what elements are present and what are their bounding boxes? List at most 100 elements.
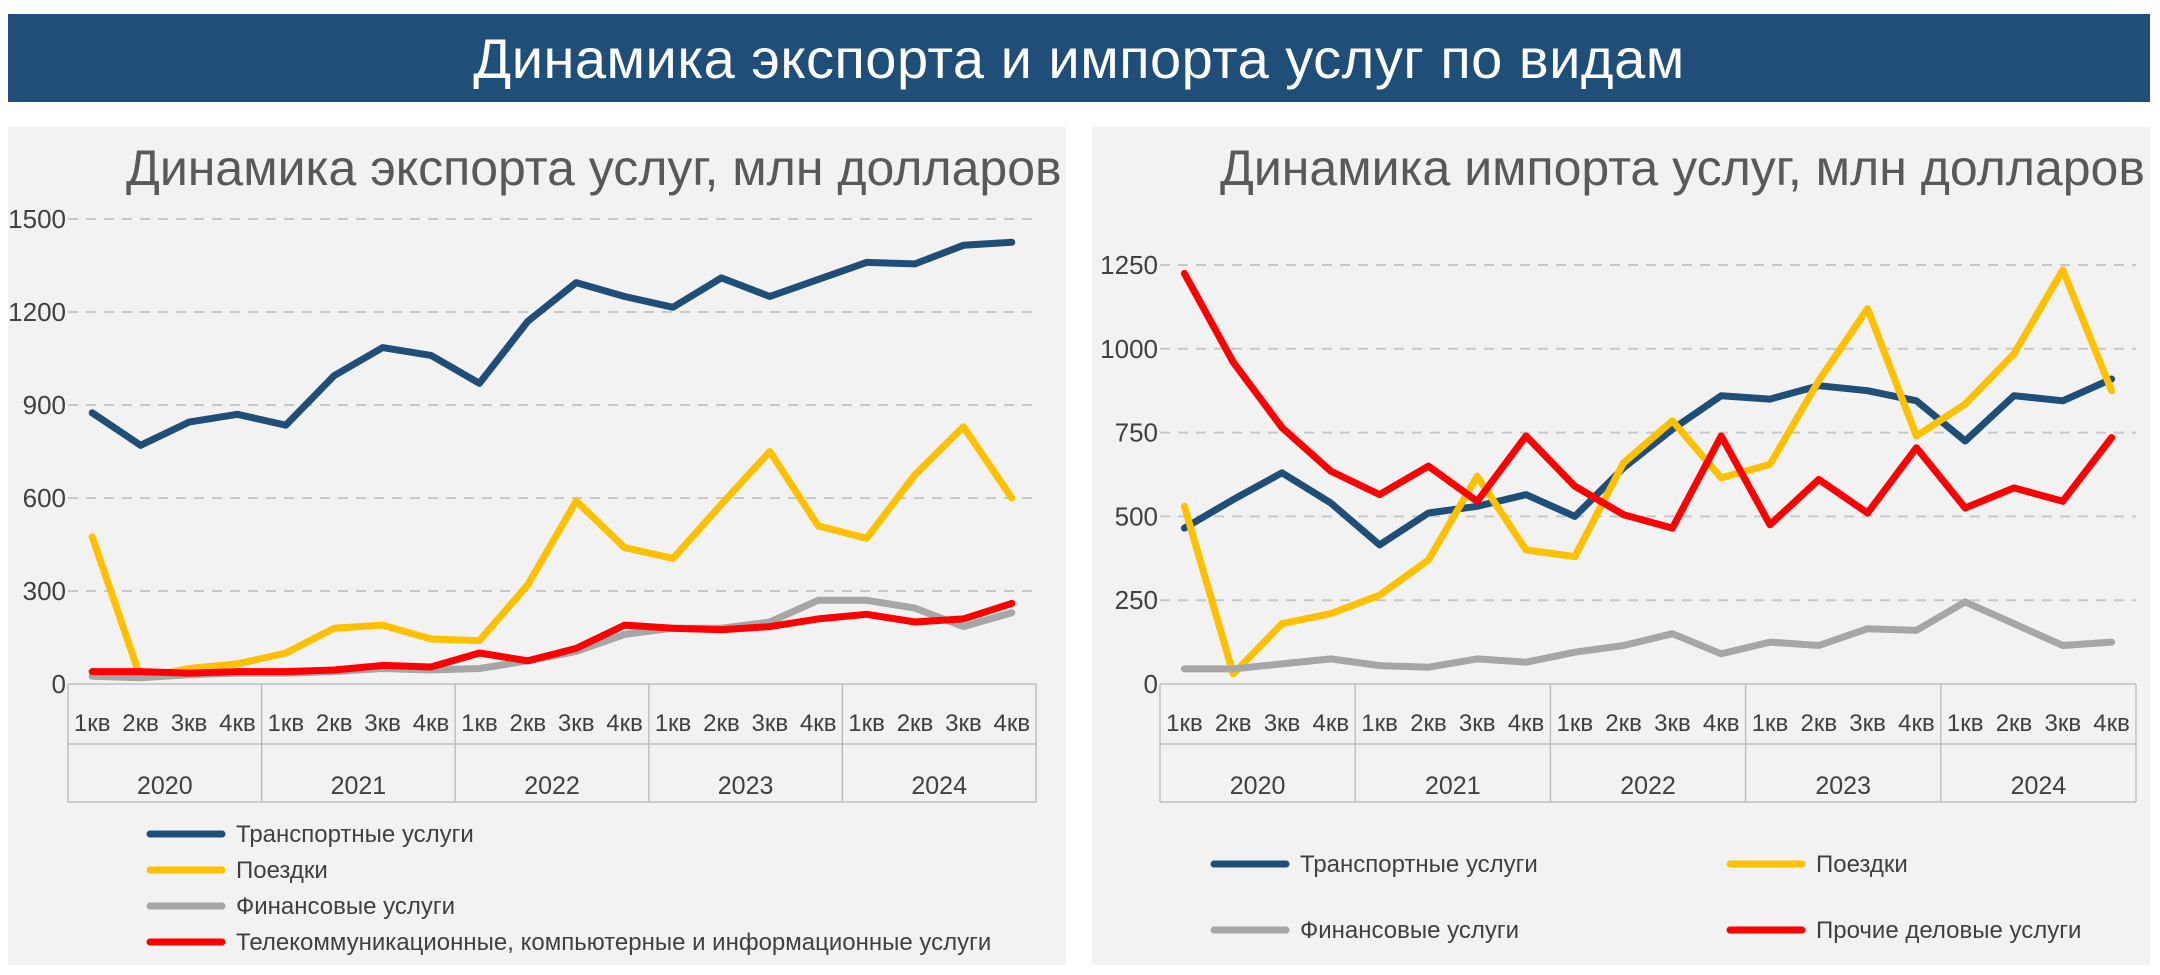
point-series-2 (915, 474, 916, 475)
point-series-3 (2014, 623, 2015, 624)
point-series-1 (1379, 544, 1380, 545)
x-tick-quarter: 1кв (74, 710, 111, 737)
point-series-3 (818, 600, 819, 601)
point-series-4 (189, 673, 190, 674)
point-series-2 (1965, 404, 1966, 405)
line-series-2 (1180, 266, 2116, 678)
point-series-3 (624, 634, 625, 635)
point-series-2 (576, 501, 577, 502)
point-series-1 (1477, 506, 1478, 507)
point-series-1 (673, 307, 674, 308)
point-series-3 (1672, 633, 1673, 634)
x-tick-year: 2024 (911, 772, 967, 800)
point-series-3 (1330, 658, 1331, 659)
point-series-3 (140, 677, 141, 678)
point-series-2 (1233, 673, 1234, 674)
point-series-4 (237, 671, 238, 672)
point-series-4 (624, 625, 625, 626)
point-series-4 (818, 618, 819, 619)
point-series-2 (431, 639, 432, 640)
point-series-4 (915, 622, 916, 623)
x-tick-year: 2023 (1815, 772, 1871, 800)
point-series-4 (1184, 273, 1185, 274)
point-series-1 (382, 347, 383, 348)
point-series-3 (1282, 663, 1283, 664)
point-series-2 (624, 547, 625, 548)
x-tick-quarter: 4кв (413, 710, 450, 737)
point-series-4 (721, 629, 722, 630)
point-series-1 (285, 425, 286, 426)
point-series-2 (1011, 498, 1012, 499)
point-series-2 (1428, 560, 1429, 561)
point-series-1 (2062, 400, 2063, 401)
point-series-3 (1721, 653, 1722, 654)
x-tick-quarter: 1кв (1752, 710, 1789, 737)
x-tick-quarter: 1кв (655, 710, 692, 737)
point-series-2 (1379, 595, 1380, 596)
point-series-4 (1282, 427, 1283, 428)
point-series-4 (382, 665, 383, 666)
export-chart-panel: Динамика экспорта услуг, млн долларов 0 3… (8, 127, 1066, 965)
x-tick-quarter: 2кв (1215, 710, 1252, 737)
y-tick-label: 500 (1115, 501, 1158, 531)
x-tick-year: 2020 (137, 772, 193, 800)
x-tick-year: 2023 (718, 772, 774, 800)
point-series-4 (1233, 362, 1234, 363)
y-tick-label: 250 (1115, 585, 1158, 615)
point-series-4 (2062, 501, 2063, 502)
point-series-2 (769, 451, 770, 452)
point-series-3 (1526, 662, 1527, 663)
x-tick-quarter: 4кв (1312, 710, 1349, 737)
point-series-1 (431, 355, 432, 356)
point-series-1 (818, 279, 819, 280)
point-series-4 (1477, 501, 1478, 502)
point-series-1 (721, 277, 722, 278)
point-series-2 (189, 668, 190, 669)
point-series-2 (1574, 556, 1575, 557)
point-series-3 (1379, 665, 1380, 666)
import-chart-title: Динамика импорта услуг, млн долларов (1220, 140, 2145, 196)
point-series-2 (1721, 477, 1722, 478)
export-chart: Динамика экспорта услуг, млн долларов 0 3… (8, 140, 1062, 956)
line-series-3 (1180, 598, 2116, 673)
y-tick-label: 1500 (8, 204, 66, 234)
point-series-1 (1011, 242, 1012, 243)
x-tick-quarter: 2кв (1605, 710, 1642, 737)
x-tick-quarter: 2кв (703, 710, 740, 737)
point-series-1 (1770, 399, 1771, 400)
legend-label-series-1: Транспортные услуги (1300, 851, 1538, 878)
line-series-4 (1180, 269, 2116, 532)
x-tick-quarter: 2кв (509, 710, 546, 737)
point-series-3 (1477, 658, 1478, 659)
page-title: Динамика экспорта и импорта услуг по вид… (473, 26, 1685, 90)
x-tick-quarter: 1кв (1166, 710, 1203, 737)
point-series-2 (866, 538, 867, 539)
point-series-2 (237, 663, 238, 664)
point-series-2 (1770, 464, 1771, 465)
point-series-2 (1672, 420, 1673, 421)
point-series-1 (1721, 395, 1722, 396)
x-tick-quarter: 4кв (993, 710, 1030, 737)
point-series-3 (1965, 601, 1966, 602)
y-tick-label: 900 (23, 390, 66, 420)
y-tick-label: 0 (52, 669, 66, 699)
point-series-1 (1916, 400, 1917, 401)
export-chart-title: Динамика экспорта услуг, млн долларов (126, 140, 1062, 196)
point-series-2 (673, 558, 674, 559)
point-series-1 (1574, 516, 1575, 517)
point-series-4 (1428, 466, 1429, 467)
point-series-4 (866, 614, 867, 615)
point-series-2 (1818, 380, 1819, 381)
y-tick-label: 0 (1144, 669, 1158, 699)
point-series-3 (1818, 645, 1819, 646)
x-tick-year: 2022 (524, 772, 580, 800)
point-series-3 (915, 608, 916, 609)
legend-label-series-2: Поездки (236, 857, 328, 884)
point-series-4 (1623, 514, 1624, 515)
point-series-1 (479, 383, 480, 384)
point-series-1 (1233, 499, 1234, 500)
point-series-3 (1011, 612, 1012, 613)
line-series-2 (88, 423, 1016, 682)
y-tick-label: 300 (23, 576, 66, 606)
point-series-4 (1965, 508, 1966, 509)
